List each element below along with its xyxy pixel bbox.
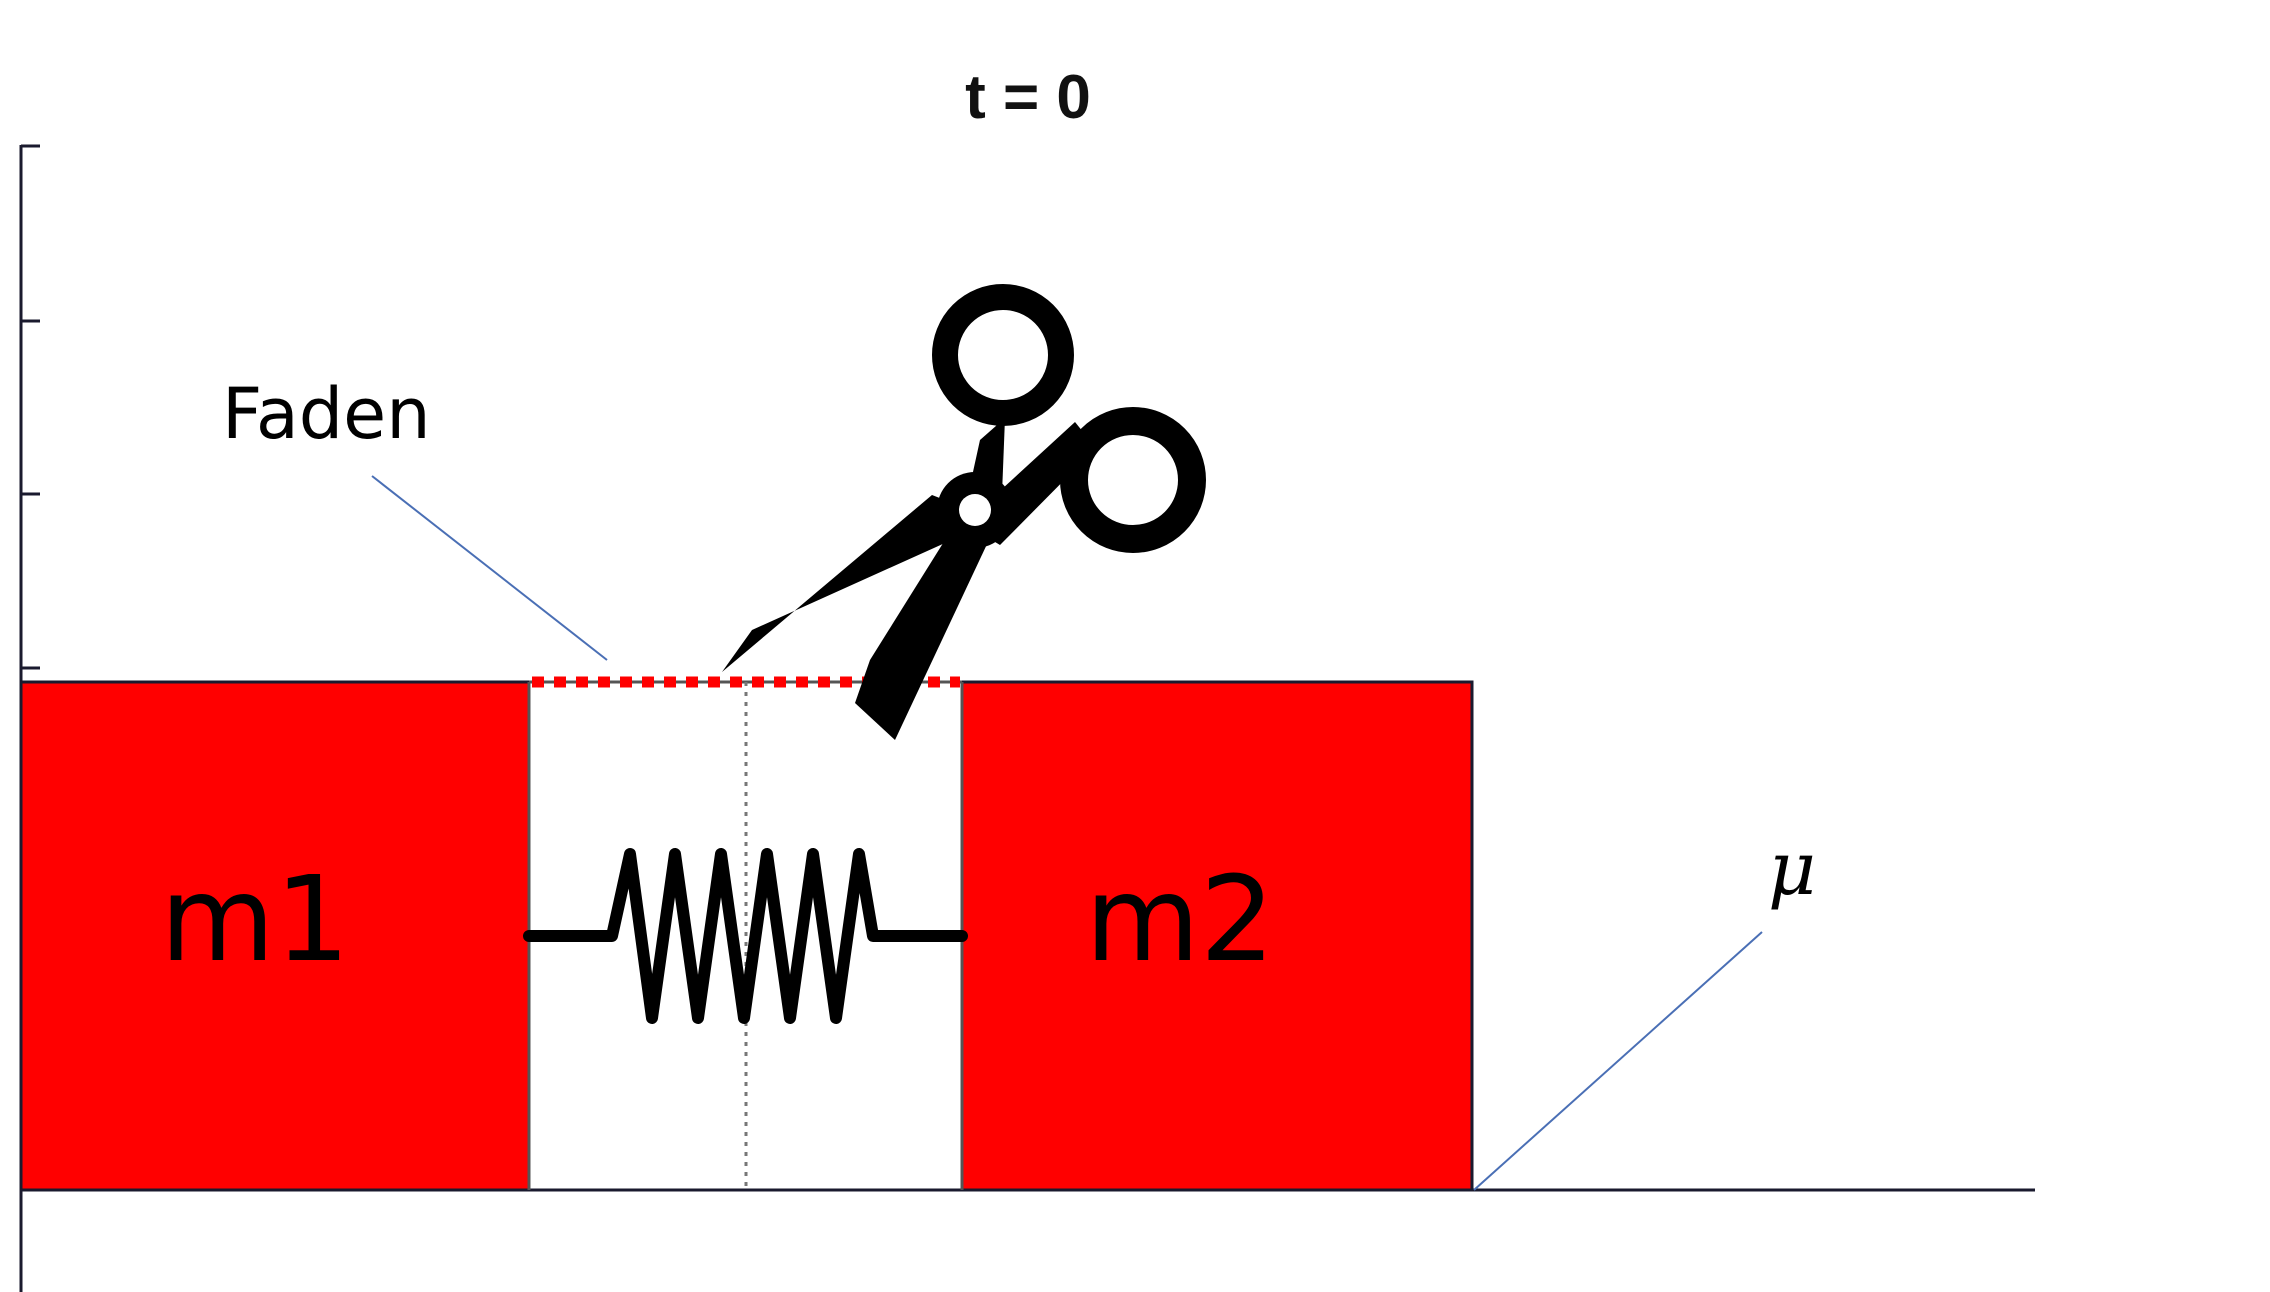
mass-block-m2: m2 bbox=[960, 680, 1474, 1192]
mass-label-m2: m2 bbox=[1085, 850, 1275, 988]
friction-label: μ bbox=[1768, 826, 1816, 912]
mass-label-m1: m1 bbox=[160, 850, 350, 988]
mass-block-m1: m1 bbox=[19, 680, 531, 1192]
thread-label: Faden bbox=[222, 373, 431, 455]
friction-leader-line bbox=[1473, 931, 1763, 1191]
spring-icon bbox=[523, 848, 968, 1024]
scissors-icon bbox=[722, 284, 1206, 740]
diagram-title: t = 0 bbox=[965, 63, 1091, 132]
thread-leader-line bbox=[371, 475, 608, 661]
